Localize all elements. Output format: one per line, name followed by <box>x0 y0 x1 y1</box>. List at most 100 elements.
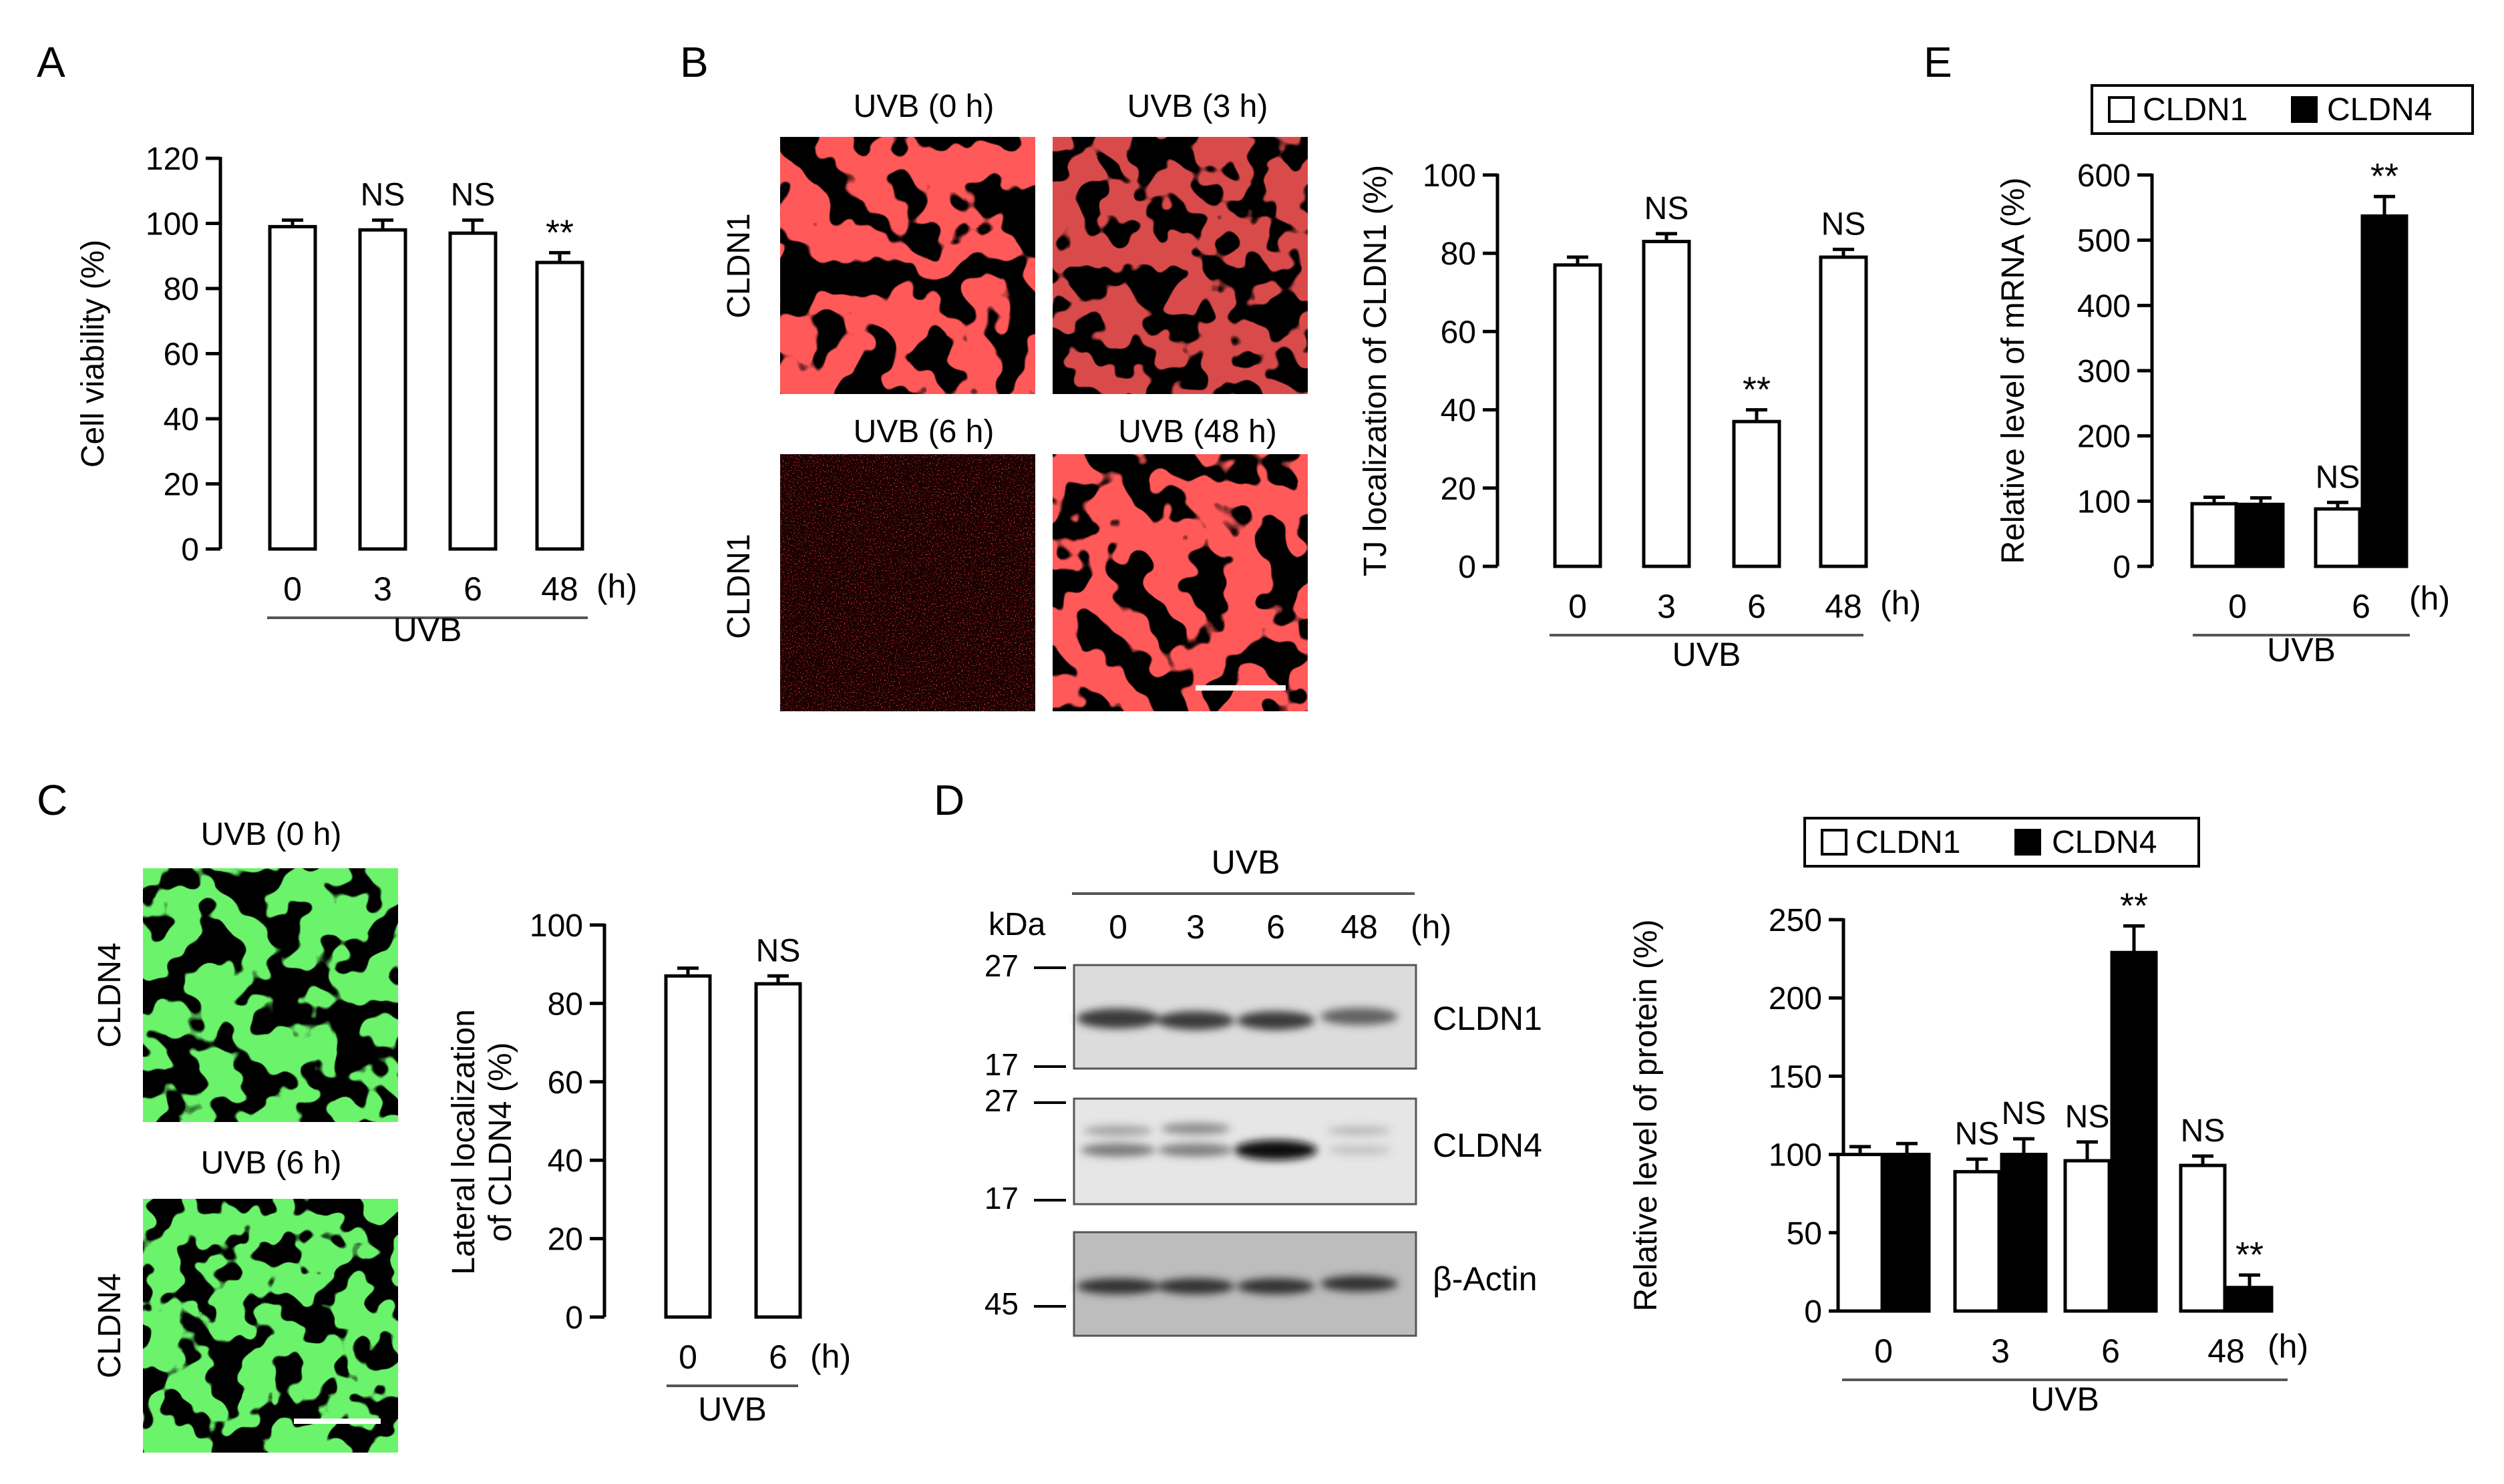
x-tick-label: 48 <box>2207 1332 2245 1370</box>
significance-label: NS <box>361 178 405 213</box>
chart-e-unit-label: (h) <box>2409 580 2450 617</box>
y-tick-label: 400 <box>2077 289 2131 324</box>
blot-kda-label: kDa <box>989 907 1046 942</box>
x-tick-label: 3 <box>1991 1332 2010 1370</box>
y-tick-label: 120 <box>146 142 199 177</box>
x-tick-label: 0 <box>679 1338 697 1376</box>
significance-label: NS <box>2002 1096 2046 1131</box>
y-tick-label: 200 <box>2077 419 2131 455</box>
x-tick-label: 0 <box>1874 1332 1893 1370</box>
significance-label: NS <box>2316 459 2360 495</box>
significance-label: ** <box>2235 1235 2264 1275</box>
micrograph-row-label: CLDN1 <box>721 213 757 318</box>
y-tick-label: 40 <box>1441 393 1476 429</box>
y-tick-label: 80 <box>164 272 199 307</box>
significance-label: NS <box>451 178 496 213</box>
y-tick-label: 100 <box>1423 158 1476 194</box>
legend-swatch-filled <box>2291 96 2318 123</box>
micrograph-row-label: CLDN1 <box>721 534 757 638</box>
micrograph-cldn1-48h <box>1053 454 1308 711</box>
bar <box>1553 263 1602 568</box>
y-tick-label: 40 <box>164 402 199 437</box>
legend-box <box>2091 84 2474 135</box>
y-tick-label: 80 <box>1441 236 1476 272</box>
chart-b-group-label: UVB <box>1672 636 1741 673</box>
y-tick-label: 0 <box>1804 1294 1822 1330</box>
bar <box>448 231 498 551</box>
y-tick-label: 100 <box>1769 1138 1822 1173</box>
y-tick-label: 200 <box>1769 981 1822 1016</box>
y-tick-label: 0 <box>1458 550 1476 585</box>
panel-letter-e: E <box>1924 38 1952 86</box>
y-tick-label: 250 <box>1769 903 1822 938</box>
blot-protein-label: CLDN4 <box>1433 1127 1542 1164</box>
significance-label: NS <box>1955 1117 2000 1152</box>
bar <box>1642 240 1691 568</box>
chart-d-group-label: UVB <box>2030 1380 2099 1418</box>
legend-label: CLDN1 <box>2143 92 2248 128</box>
blot-group-label: UVB <box>1212 844 1280 881</box>
significance-label: ** <box>546 212 574 252</box>
chart-d-x-labels: 0 3 6 48 <box>1874 1332 2245 1370</box>
chart-e: CLDN1 CLDN4 0 100 200 300 400 500 600 NS ** Rel… <box>1996 84 2474 669</box>
micrograph-row-label: CLDN4 <box>92 942 128 1047</box>
y-tick-label: 600 <box>2077 158 2131 194</box>
micrograph-row-label: CLDN4 <box>92 1273 128 1378</box>
bar <box>2360 214 2408 568</box>
significance-label: NS <box>1821 206 1866 242</box>
chart-b-x-labels: 0 3 6 48 <box>1568 588 1862 625</box>
y-tick-label: 20 <box>1441 472 1476 507</box>
chart-b-y-label: TJ localization of CLDN1 (%) <box>1358 165 1393 576</box>
blot-protein-label: β-Actin <box>1433 1260 1538 1298</box>
panel-letter-b: B <box>680 38 709 86</box>
legend-label: CLDN4 <box>2052 825 2157 860</box>
panel-b-micrographs: UVB (0 h) UVB (3 h) UVB (6 h) UVB (48 h)… <box>721 89 1308 711</box>
significance-label: NS <box>2065 1099 2110 1135</box>
panel-letter-c: C <box>37 776 67 824</box>
y-tick-label: 60 <box>1441 315 1476 350</box>
significance-label: ** <box>2120 886 2148 926</box>
legend-swatch-open <box>1821 829 1847 856</box>
blot-strip-cldn1 <box>1073 964 1417 1070</box>
chart-c-y-label-line1: Lateral localization <box>446 1009 482 1275</box>
mw-marker: 17 <box>985 1047 1019 1082</box>
y-tick-label: 0 <box>565 1300 583 1336</box>
x-tick-label: 3 <box>373 570 392 608</box>
chart-e-bars: NS ** <box>2190 156 2408 568</box>
bar <box>535 260 584 551</box>
bar <box>2110 950 2158 1313</box>
micrograph-title: UVB (48 h) <box>1118 414 1276 449</box>
panel-c-micrographs: UVB (0 h) UVB (6 h) CLDN4 CLDN4 <box>92 817 398 1453</box>
chart-e-y-axis: 0 100 200 300 400 500 600 <box>2077 158 2154 585</box>
chart-d-y-axis: 0 50 100 150 200 250 <box>1769 903 1845 1330</box>
chart-c-group-label: UVB <box>698 1390 767 1428</box>
micrograph-title: UVB (0 h) <box>201 817 342 852</box>
chart-a-x-labels: 0 3 6 48 <box>283 570 578 608</box>
x-tick-label: 6 <box>1747 588 1766 625</box>
chart-a-unit-label: (h) <box>596 568 637 605</box>
x-tick-label: 3 <box>1657 588 1676 625</box>
panel-letter-a: A <box>37 38 65 86</box>
y-tick-label: 100 <box>146 207 199 242</box>
y-tick-label: 40 <box>548 1143 583 1179</box>
x-tick-label: 48 <box>541 570 578 608</box>
blot-lane-label: 6 <box>1266 908 1285 946</box>
bar <box>1836 1153 1884 1313</box>
panel-d-blot: UVB kDa 0 3 6 48 (h) 27 17 27 17 45 <box>985 844 1542 1337</box>
blot-protein-label: CLDN1 <box>1433 1000 1542 1037</box>
y-tick-label: 20 <box>548 1222 583 1258</box>
blot-lane-label: 0 <box>1109 908 1127 946</box>
chart-a-bars: NS NS ** <box>268 178 584 551</box>
mw-marker: 27 <box>985 948 1019 983</box>
bar <box>2314 507 2362 568</box>
x-tick-label: 0 <box>283 570 302 608</box>
y-tick-label: 500 <box>2077 224 2131 259</box>
chart-c-y-label-line2: of CLDN4 (%) <box>483 1043 518 1242</box>
micrograph-cldn4-6h <box>143 1199 398 1453</box>
